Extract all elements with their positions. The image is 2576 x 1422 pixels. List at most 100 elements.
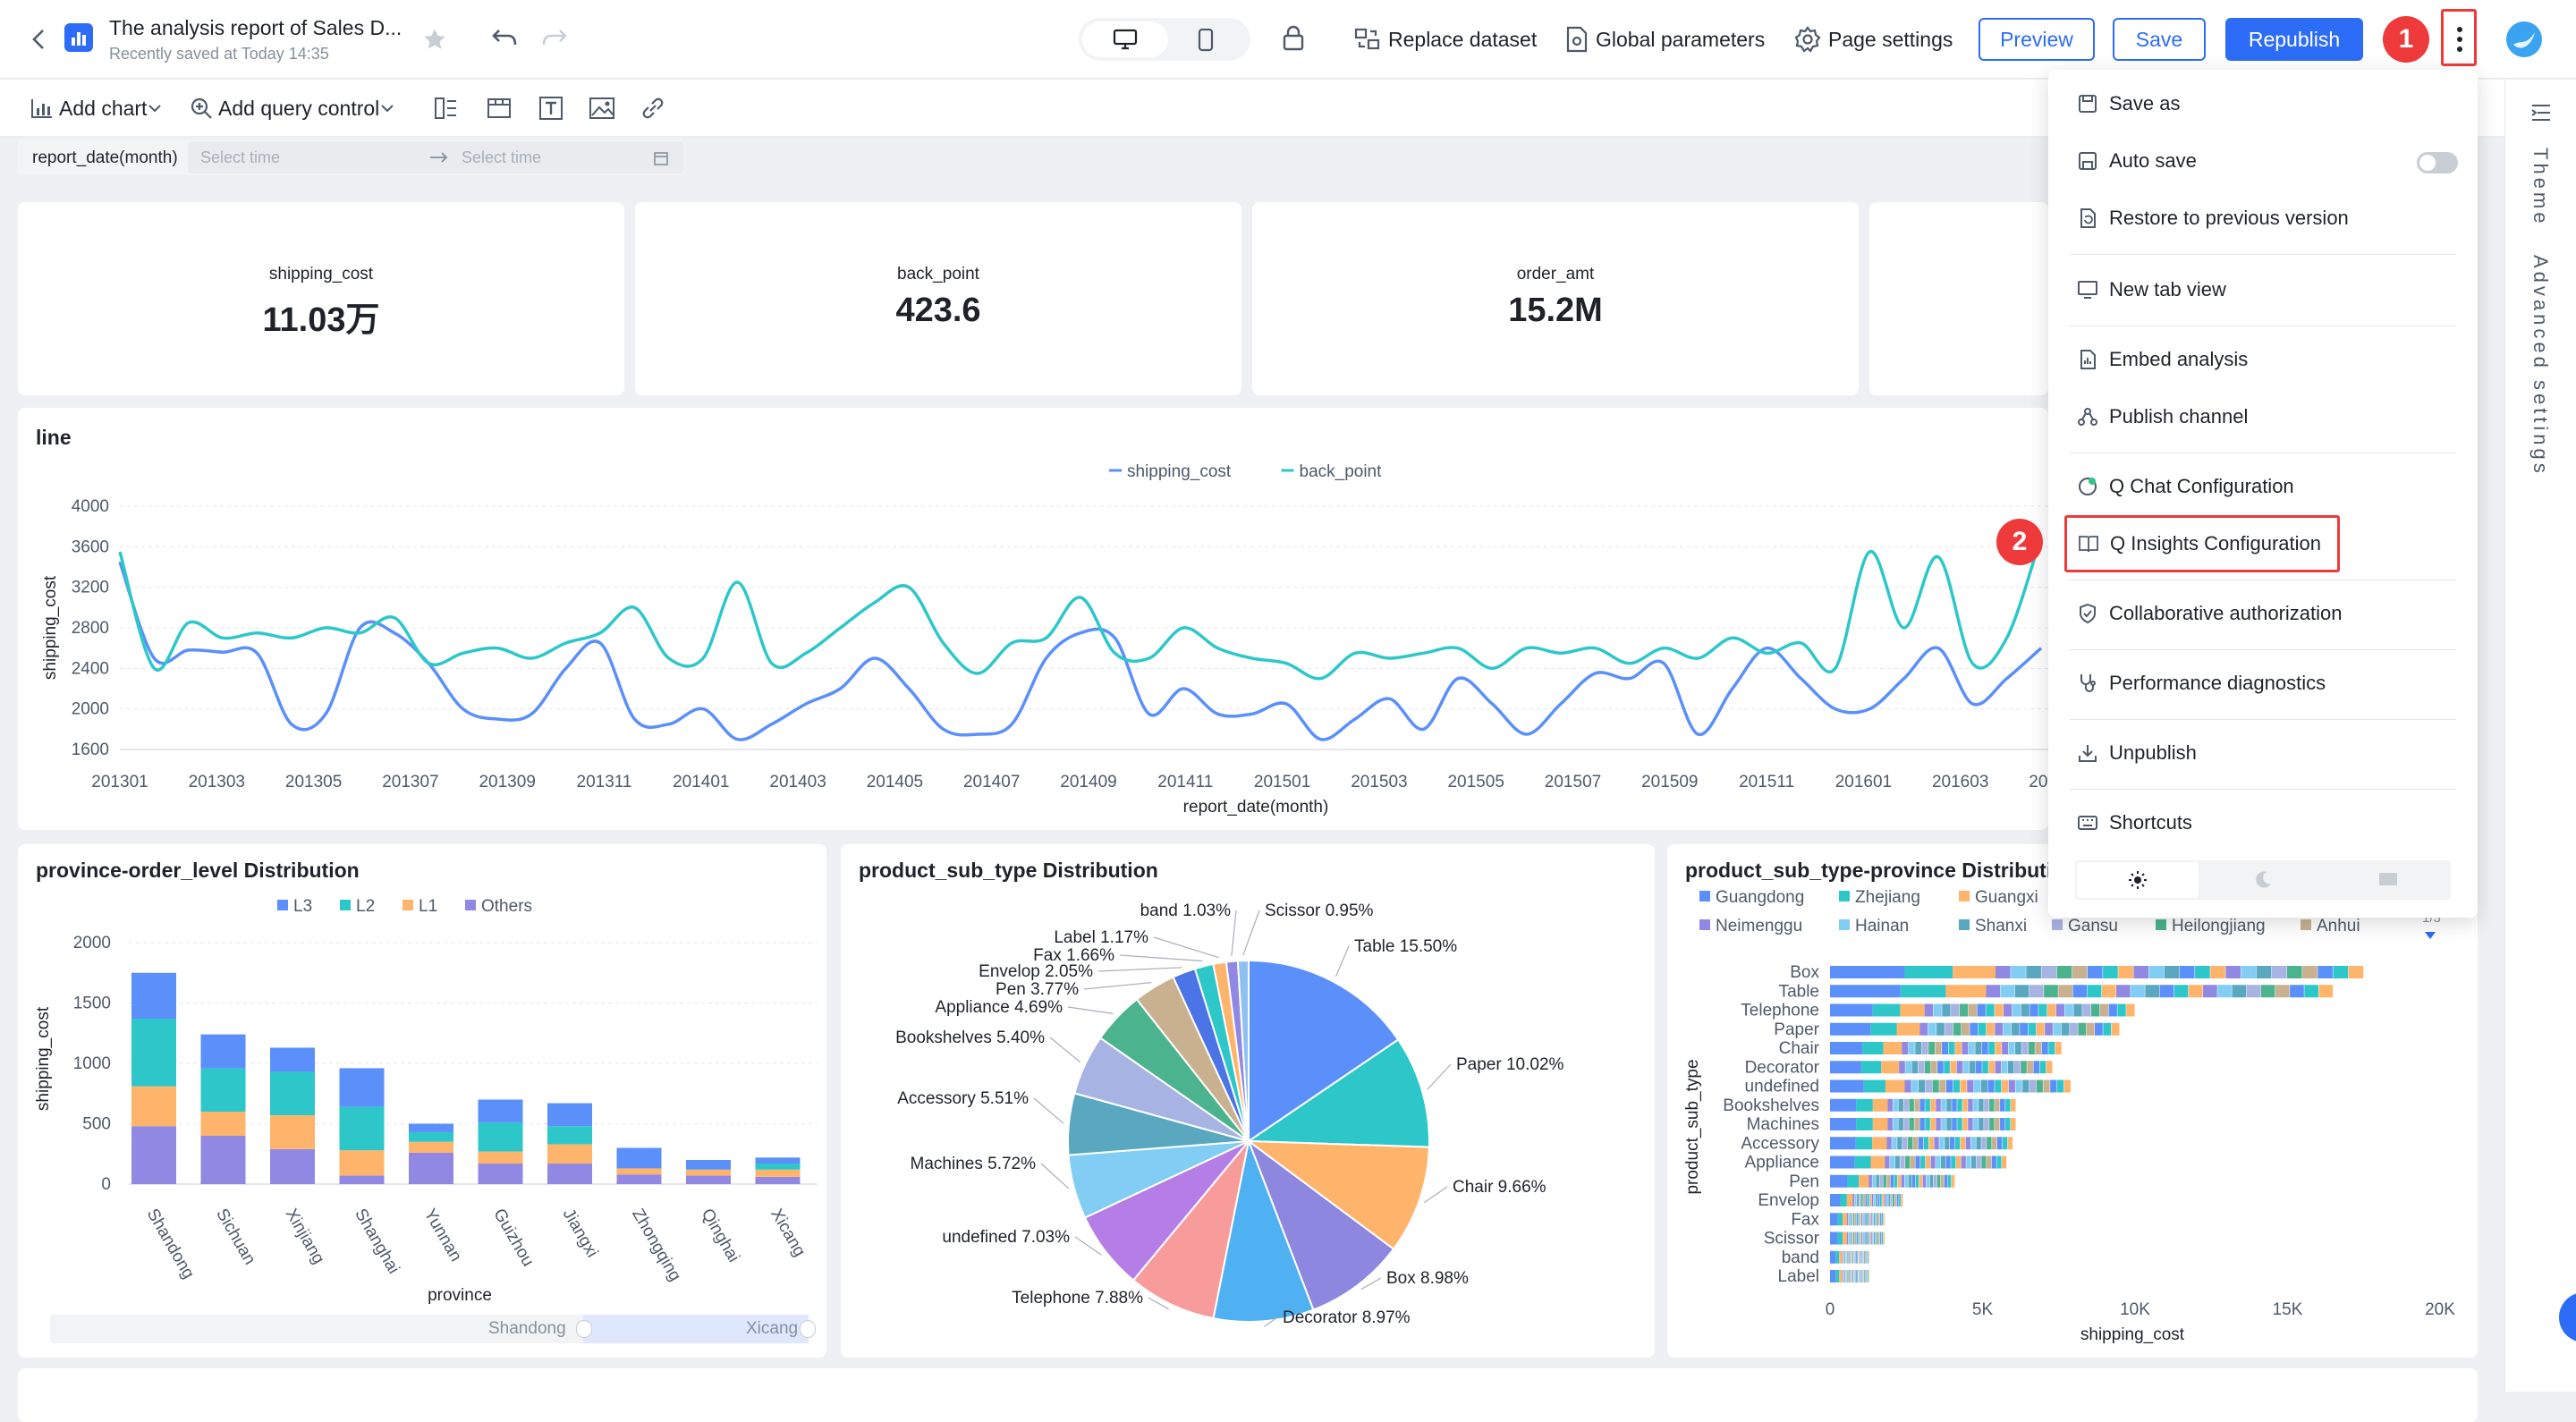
bar-segment[interactable] [270,1047,315,1072]
bar-segment[interactable] [1910,1155,1915,1169]
bar-segment[interactable] [547,1164,592,1184]
bar-segment[interactable] [409,1152,453,1184]
bar-segment[interactable] [1839,1250,1843,1264]
bar-segment[interactable] [1984,1118,1989,1130]
bar-segment[interactable] [1932,1079,1939,1093]
bar-segment[interactable] [1946,1098,1952,1112]
bar-segment[interactable] [1872,1137,1887,1150]
bar-segment[interactable] [2041,966,2057,978]
menu-item-shortcuts[interactable]: Shortcuts [2048,794,2478,851]
bar-segment[interactable] [1901,1174,1905,1188]
bar-segment[interactable] [1875,1213,1877,1226]
bar-segment[interactable] [1862,1250,1864,1264]
bar-segment[interactable] [1960,1137,1966,1150]
bar-segment[interactable] [1897,1137,1902,1150]
bar-segment[interactable] [2082,1003,2091,1017]
bar-segment[interactable] [1850,1250,1852,1264]
bar-segment[interactable] [478,1164,523,1184]
bar-segment[interactable] [2232,985,2247,998]
bar-segment[interactable] [1837,1232,1843,1245]
bar-segment[interactable] [1830,1137,1856,1150]
bar-segment[interactable] [1959,1003,1969,1017]
bar-segment[interactable] [1912,1137,1919,1150]
bar-segment[interactable] [131,1086,176,1127]
bar-segment[interactable] [1915,1155,1920,1169]
bar-segment[interactable] [1896,1194,1899,1206]
bar-segment[interactable] [1925,1118,1930,1130]
bar-segment[interactable] [1901,1194,1903,1206]
bar-segment[interactable] [1839,1270,1843,1282]
bar-segment[interactable] [1877,1232,1878,1245]
bar-segment[interactable] [1930,1061,1937,1074]
bar-segment[interactable] [2256,966,2272,978]
bar-segment[interactable] [2008,1042,2015,1054]
bar-segment[interactable] [1854,1232,1857,1245]
bar-segment[interactable] [1925,1098,1930,1112]
bar-segment[interactable] [409,1141,453,1153]
global-parameters-button[interactable]: Global parameters [1565,21,1765,57]
bar-segment[interactable] [2061,1022,2070,1036]
bar-segment[interactable] [1853,1250,1855,1264]
bar-segment[interactable] [1919,1079,1926,1093]
bar-segment[interactable] [409,1123,453,1132]
bar-segment[interactable] [1843,1250,1844,1264]
bar-segment[interactable] [1936,1022,1945,1036]
bar-segment[interactable] [2007,1137,2013,1150]
bar-segment[interactable] [1869,1194,1872,1206]
bar-segment[interactable] [1847,1232,1849,1245]
bar-segment[interactable] [1953,1079,1960,1093]
bar-segment[interactable] [1903,1118,1909,1130]
image-tool-icon[interactable] [589,96,615,121]
bar-segment[interactable] [1969,1061,1976,1074]
bar-segment[interactable] [1860,1194,1863,1206]
bar-segment[interactable] [1853,1270,1855,1282]
bar-segment[interactable] [1881,1232,1884,1245]
bar-segment[interactable] [1936,1098,1941,1112]
bar-segment[interactable] [2021,1042,2029,1054]
bar-segment[interactable] [1872,1232,1874,1245]
bar-segment[interactable] [1936,1155,1941,1169]
bar-segment[interactable] [1884,1194,1886,1206]
bar-segment[interactable] [1914,1118,1919,1130]
bar-segment[interactable] [131,1126,176,1184]
bar-segment[interactable] [1928,1042,1936,1054]
bar-segment[interactable] [1940,1174,1945,1188]
bar-segment[interactable] [1870,1022,1897,1036]
bar-segment[interactable] [1852,1194,1855,1206]
bar-segment[interactable] [2015,1042,2021,1054]
bar-segment[interactable] [1919,1022,1928,1036]
bar-segment[interactable] [1886,1194,1888,1206]
bar-segment[interactable] [1914,1098,1919,1112]
bar-segment[interactable] [1856,1118,1873,1130]
bar-segment[interactable] [1970,1022,1979,1036]
bar-segment[interactable] [2002,1155,2007,1169]
bar-segment[interactable] [1953,1022,1962,1036]
bar-segment[interactable] [755,1157,801,1164]
bar-segment[interactable] [1957,1118,1962,1130]
add-query-control-button[interactable]: Add query control [190,96,395,121]
bar-segment[interactable] [1904,966,1953,978]
bar-segment[interactable] [2002,1137,2008,1150]
slider-handle-right[interactable] [800,1320,816,1338]
bar-segment[interactable] [1862,1213,1864,1226]
bar-segment[interactable] [2011,1118,2016,1130]
bar-segment[interactable] [2108,1003,2117,1017]
bar-segment[interactable] [1941,1118,1946,1130]
bar-segment[interactable] [686,1169,731,1176]
bar-segment[interactable] [1945,985,1987,998]
legend-next-icon[interactable] [2424,930,2436,941]
kpi-card-back-point[interactable]: back_point 423.6 [635,202,1241,395]
bar-segment[interactable] [2318,966,2333,978]
bar-segment[interactable] [2159,985,2174,998]
help-float-button[interactable] [2559,1292,2576,1342]
bar-segment[interactable] [2028,1022,2037,1036]
bar-segment[interactable] [1857,1194,1859,1206]
bar-segment[interactable] [2027,1061,2033,1074]
bar-segment[interactable] [1965,1137,1971,1150]
bar-segment[interactable] [2064,1003,2073,1017]
bar-segment[interactable] [1858,1232,1860,1245]
menu-item-embed-analysis[interactable]: Embed analysis [2048,331,2478,388]
bar-segment[interactable] [1982,1061,1988,1074]
bar-segment[interactable] [1840,1194,1847,1206]
bar-segment[interactable] [1905,1155,1911,1169]
